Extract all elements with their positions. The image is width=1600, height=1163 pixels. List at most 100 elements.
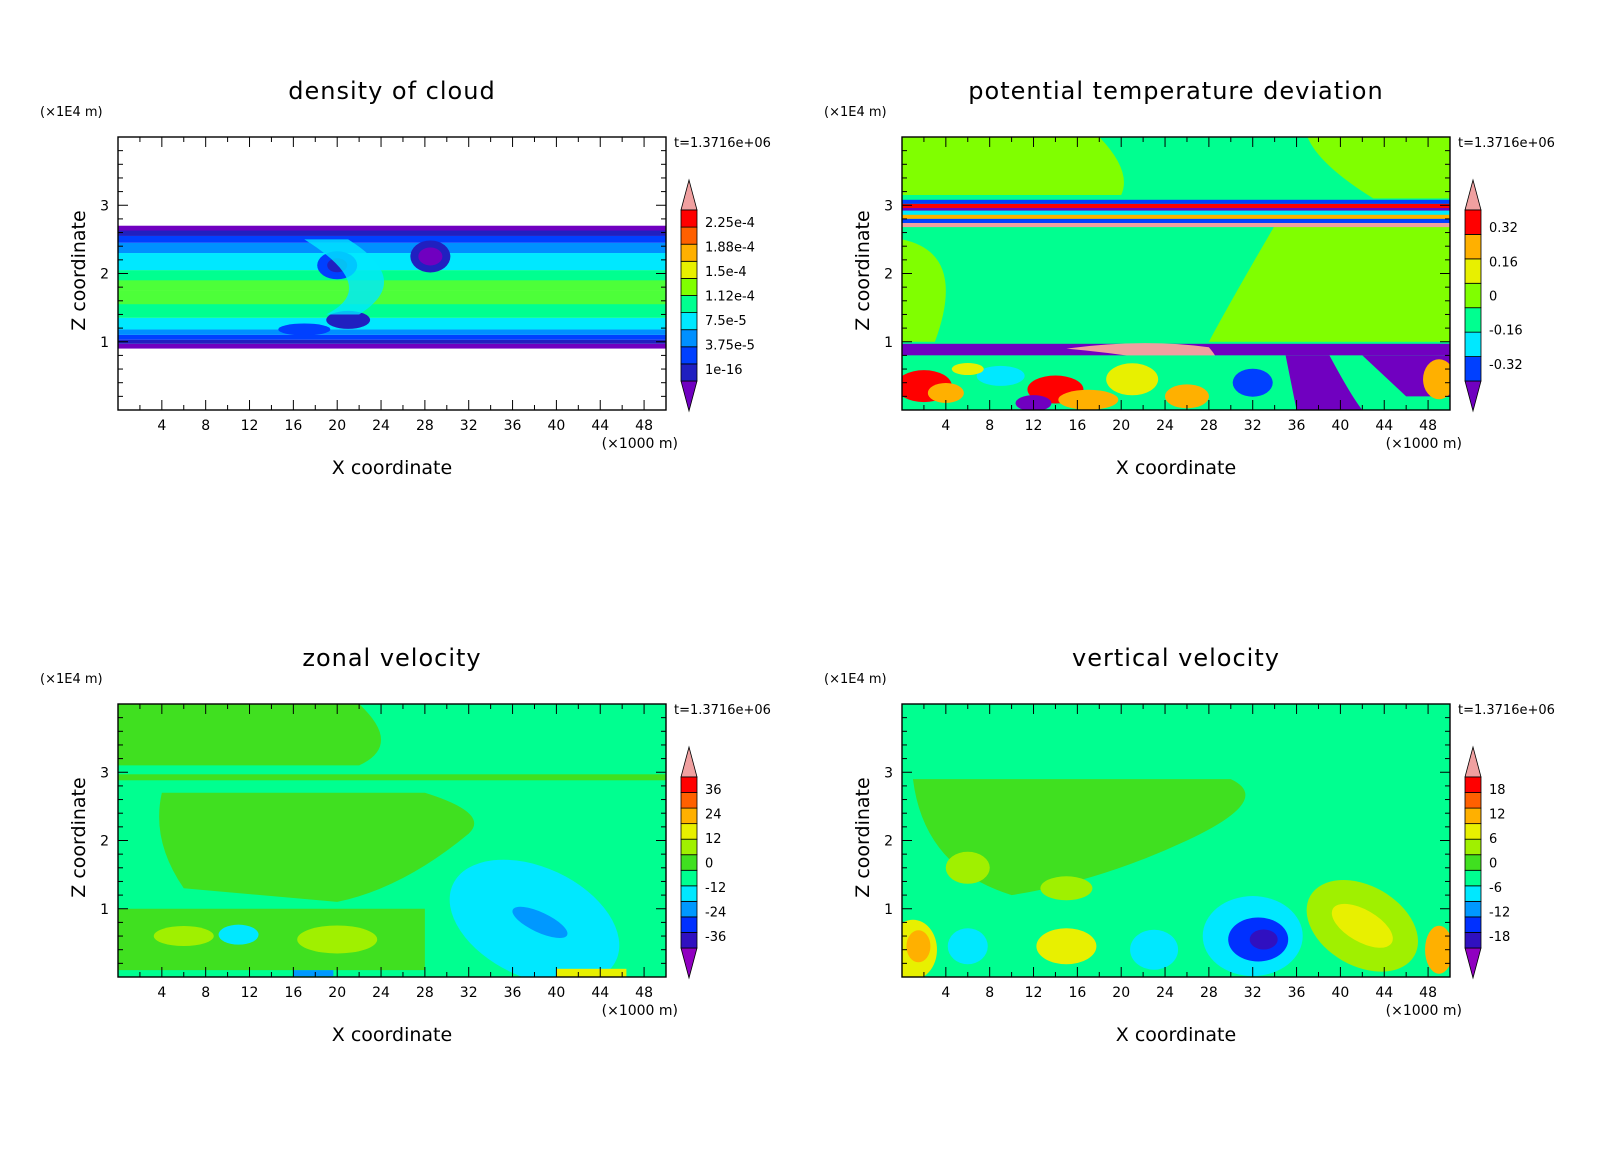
bl-eddy [1058, 389, 1119, 410]
region [118, 704, 382, 766]
time-label: t=1.3716e+06 [674, 703, 771, 718]
colorbar-swatch [1464, 823, 1482, 840]
field [902, 137, 1450, 410]
colorbar-label: -0.16 [1489, 324, 1523, 339]
x-tick-label: 24 [372, 985, 390, 1001]
y-scale-label: (×1E4 m) [824, 105, 887, 120]
region [118, 908, 425, 971]
colorbar-swatch [680, 807, 698, 825]
x-tick-label: 40 [1331, 985, 1349, 1001]
x-tick-label: 36 [1288, 985, 1306, 1001]
x-tick-label: 28 [416, 985, 434, 1001]
colorbar-swatch [1464, 838, 1482, 856]
x-tick-label: 40 [1331, 418, 1349, 434]
colorbar-label: -0.32 [1489, 358, 1523, 373]
x-scale-label: (×1000 m) [1386, 436, 1462, 452]
colorbar-min-triangle [680, 947, 698, 980]
x-tick-label: 32 [1244, 985, 1262, 1001]
colorbar-label: 1.12e-4 [705, 290, 755, 305]
colorbar-swatch [1464, 234, 1482, 260]
colorbar-label: -36 [705, 930, 726, 945]
colorbar-swatch [680, 932, 698, 949]
x-tick-label: 44 [1375, 985, 1393, 1001]
x-tick-label: 4 [157, 985, 166, 1001]
x-scale-label: (×1000 m) [602, 1003, 678, 1019]
blob [153, 926, 214, 947]
cloud-band [118, 339, 666, 344]
x-tick-label: 40 [547, 985, 565, 1001]
cloud-band [118, 242, 666, 254]
colorbar-label: 0 [1489, 290, 1497, 305]
cloud-band [118, 343, 666, 349]
cold-column [1285, 355, 1363, 410]
colorbar-swatch [680, 823, 698, 840]
colorbar-swatch [680, 885, 698, 902]
jet-core [512, 906, 568, 938]
bl-eddy [1423, 359, 1450, 400]
x-axis-label: X coordinate [1116, 1024, 1236, 1046]
colorbar-swatch [680, 312, 698, 331]
x-tick-label: 48 [1419, 418, 1437, 434]
x-tick-label: 32 [460, 418, 478, 434]
y-tick-label: 2 [100, 267, 109, 283]
colorbar-min-triangle [680, 380, 698, 413]
colorbar-swatch [1464, 258, 1482, 284]
x-tick-label: 12 [1025, 418, 1043, 434]
cloud-core [118, 280, 666, 305]
x-tick-label: 4 [941, 418, 950, 434]
x-tick-label: 36 [504, 418, 522, 434]
x-tick-label: 44 [1375, 418, 1393, 434]
colorbar-label: 36 [705, 783, 722, 798]
colorbar-swatch [1464, 854, 1482, 871]
colorbar-swatch [680, 854, 698, 871]
y-scale-label: (×1E4 m) [40, 105, 103, 120]
x-tick-label: 16 [1068, 418, 1086, 434]
inversion-band [902, 199, 1450, 204]
x-tick-label: 8 [985, 985, 994, 1001]
colorbar-swatch [680, 916, 698, 933]
updraft [1036, 928, 1097, 965]
chart-title: density of cloud [288, 77, 495, 105]
field [118, 704, 666, 977]
y-tick-label: 3 [100, 765, 109, 781]
colorbar-swatch [1464, 900, 1482, 918]
eddy [278, 323, 331, 336]
inversion-band [902, 207, 1450, 211]
colorbar-label: -18 [1489, 930, 1510, 945]
colorbar-swatch [1464, 356, 1482, 382]
colorbar-swatch [1464, 792, 1482, 809]
x-tick-label: 36 [1288, 418, 1306, 434]
colorbar-label: 3.75e-5 [705, 338, 755, 353]
region [902, 239, 946, 342]
y-tick-label: 2 [884, 834, 893, 850]
colorbar-swatch [1464, 885, 1482, 902]
time-label: t=1.3716e+06 [1458, 136, 1555, 151]
colorbar-max-triangle [1464, 178, 1482, 211]
cloud-band [118, 253, 666, 271]
region [1307, 137, 1450, 199]
cloud-band [118, 317, 666, 330]
y-axis-label: Z coordinate [852, 210, 874, 330]
blob [293, 970, 334, 977]
bl-eddy [976, 365, 1025, 386]
eddy [326, 310, 371, 329]
inversion-band [902, 210, 1450, 215]
colorbar-swatch [1464, 916, 1482, 933]
x-tick-label: 24 [1156, 985, 1174, 1001]
colorbar-swatch [1464, 282, 1482, 309]
updraft-core [1331, 903, 1393, 948]
y-tick-label: 1 [100, 335, 109, 351]
colorbar-swatch [1464, 807, 1482, 825]
bl-eddy [1232, 368, 1273, 397]
x-tick-label: 32 [460, 985, 478, 1001]
x-tick-label: 20 [1112, 418, 1130, 434]
colorbar-swatch [680, 838, 698, 856]
colorbar-swatch [680, 260, 698, 279]
x-tick-label: 20 [328, 985, 346, 1001]
cloud-band [118, 329, 666, 335]
x-tick-label: 4 [157, 418, 166, 434]
colorbar-label: 0.32 [1489, 221, 1518, 236]
x-axis-label: X coordinate [332, 1024, 452, 1046]
